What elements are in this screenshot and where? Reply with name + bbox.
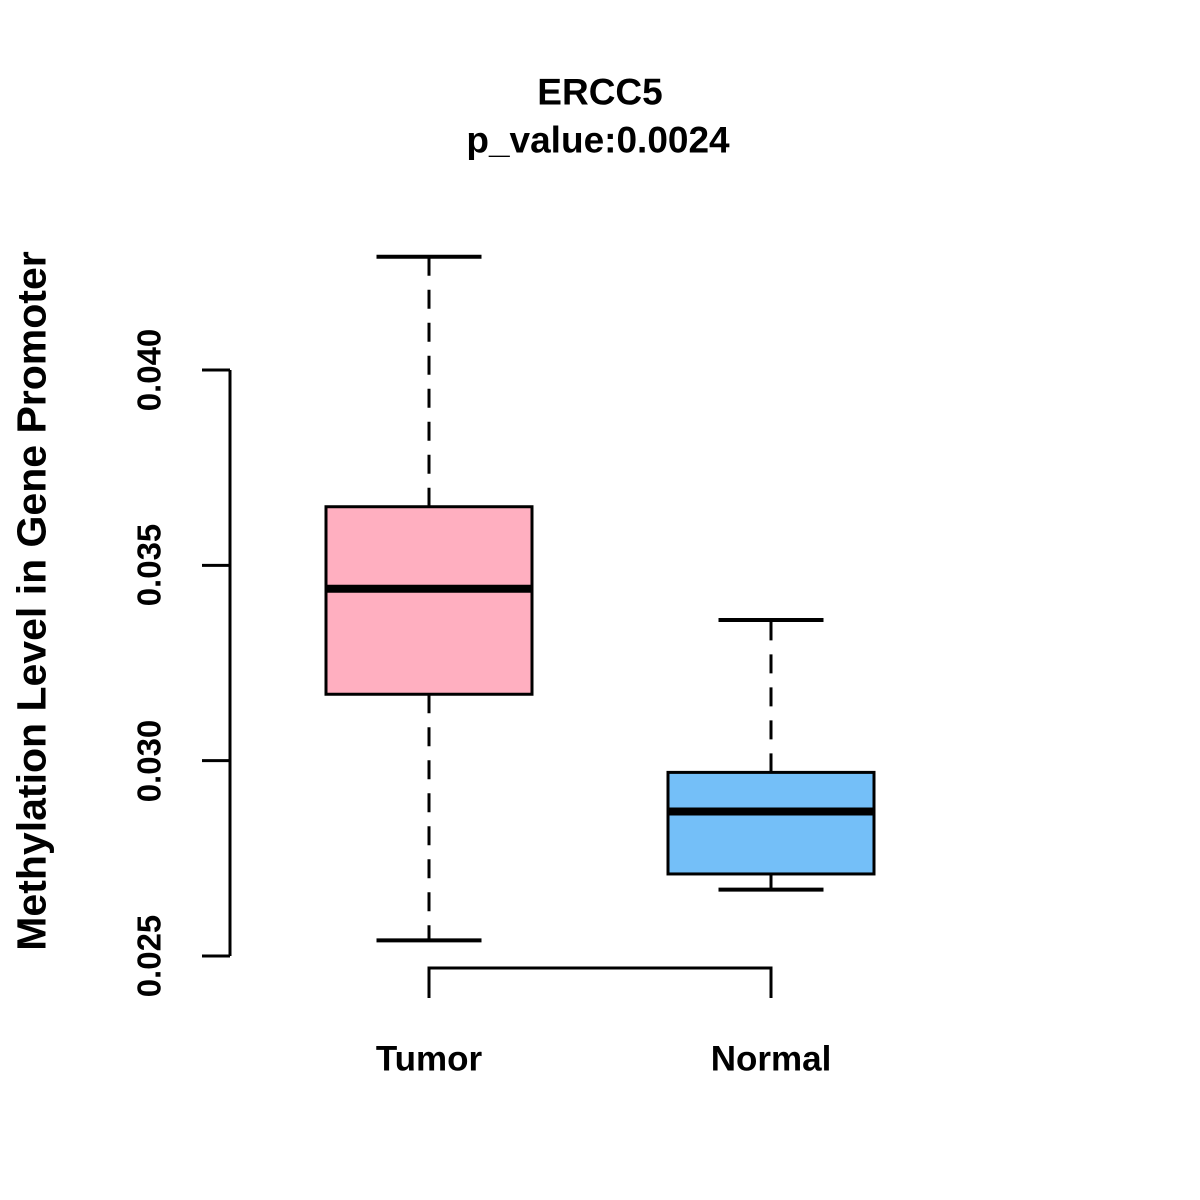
- box-normal: [666, 618, 876, 892]
- chart-title: ERCC5: [537, 71, 663, 113]
- iqr-box: [666, 770, 876, 876]
- y-axis: [202, 368, 232, 958]
- iqr-box: [324, 505, 534, 696]
- x-axis-bracket: [427, 966, 773, 998]
- y-tick-label: 0.030: [130, 719, 168, 802]
- y-tick-label: 0.035: [130, 524, 168, 607]
- x-label-tumor: Tumor: [375, 1039, 483, 1079]
- chart-subtitle-pvalue: p_value:0.0024: [466, 119, 730, 161]
- box-tumor: [324, 254, 534, 943]
- x-label-normal: Normal: [710, 1039, 832, 1079]
- y-tick-label: 0.025: [130, 914, 168, 998]
- y-tick-label: 0.040: [130, 328, 168, 412]
